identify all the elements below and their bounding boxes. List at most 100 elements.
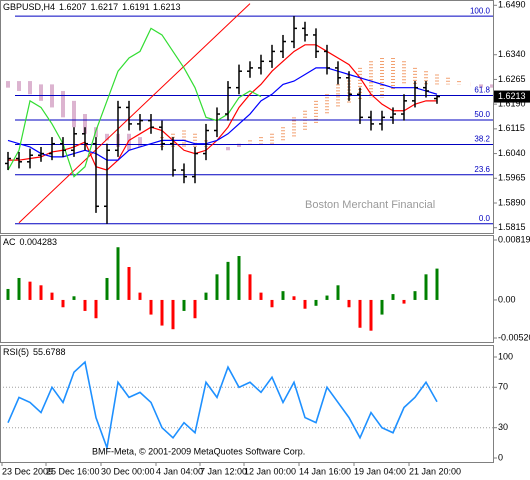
ac-frame [0,235,494,343]
y-tick-label: 100 [498,351,513,361]
ac-bar [369,299,373,331]
ac-bar [435,268,439,300]
x-tick-label: 7 Jan 12:00 [200,466,247,476]
rsi-frame [0,345,494,463]
ac-bar [149,299,153,315]
y-tick-label: 1.5815 [498,222,526,232]
ac-bar [94,299,98,319]
y-tick-label: 0.00 [498,294,516,304]
ac-bar [402,299,406,304]
ac-bar [303,299,307,309]
y-tick-label: 70 [498,382,508,392]
rsi-header: RSI(5) 55.6788 [3,347,66,357]
symbol: GBPUSD,H4 [3,2,55,12]
fibo-label: 38.2 [474,135,490,144]
header-high: 1.6217 [91,2,119,12]
ac-bar [380,299,384,315]
fibo-label: 50.0 [474,110,490,119]
y-tick-label: 1.6115 [498,123,525,133]
ac-bar [314,299,318,306]
y-tick-label: 1.6490 [498,0,526,10]
rsi-current: 55.6788 [33,347,66,357]
fibo-label: 0.0 [479,214,491,223]
y-tick-label: 30 [498,422,508,432]
ac-bar [50,292,54,300]
indicator-line [7,27,262,178]
fibo-label: 61.8 [474,86,490,95]
ac-bar [105,277,109,300]
ac-bar [193,299,197,319]
trend-line [18,3,251,224]
header-open: 1.6207 [59,2,87,12]
y-tick-label: 1.6265 [498,74,526,84]
ac-bar [127,267,131,300]
ac-bar [226,261,230,300]
rsi-panel [0,360,493,452]
y-tick-label: 1.6040 [498,148,526,158]
x-tick-label: 23 Dec 2009 [2,466,53,476]
header-close: 1.6213 [153,2,181,12]
current-price: 1.6213 [498,91,526,101]
y-tick-label: 0.00819 [498,234,530,244]
price-header: GBPUSD,H4 1.6207 1.6217 1.6191 1.6213 [3,2,180,12]
ac-bar [6,288,10,300]
y-tick-label: 1.6190 [498,99,526,109]
ac-bar [358,299,362,328]
ac-title: AC [3,237,16,247]
ac-bar [171,299,175,330]
x-tick-label: 25 Dec 16:00 [46,466,100,476]
ac-header: AC 0.004283 [3,237,57,247]
ac-current: 0.004283 [20,237,58,247]
y-tick-label: 1.6340 [498,49,526,59]
ac-bar [413,291,417,300]
ac-bar [281,291,285,300]
y-tick-label: 0 [498,452,503,462]
x-tick-label: 12 Jan 00:00 [244,466,296,476]
ac-bar [347,299,351,308]
fibo-label: 100.0 [470,6,491,15]
ac-bar [116,247,120,300]
y-tick-label: 1.5890 [498,197,526,207]
current-price-box [494,90,530,103]
ac-bar [83,299,87,311]
ac-bar [391,294,395,300]
copyright: BMF-Meta, © 2001-2009 MetaQuotes Softwar… [92,446,305,456]
ac-panel [6,247,439,331]
x-tick-label: 4 Jan 04:00 [156,466,203,476]
y-tick-label: 1.5965 [498,173,526,183]
ac-bar [325,295,329,300]
ac-bar [182,299,186,311]
x-tick-label: 14 Jan 16:00 [299,466,351,476]
indicator-line [8,44,437,171]
ac-bar [248,274,252,300]
fibo-label: 23.6 [474,165,490,174]
ac-bar [424,274,428,300]
ac-bar [215,274,219,300]
ac-bar [28,281,32,300]
ac-bar [39,285,43,300]
ac-bar [237,256,241,300]
ac-bar [160,299,164,326]
ac-bar [138,292,142,300]
price-panel: 100.0 61.8 50.0 38.2 23.6 0.0 [5,3,493,225]
price-frame [0,0,494,234]
ac-bar [336,285,340,300]
ac-bar [17,277,21,300]
ac-bar [204,292,208,300]
x-tick-label: 19 Jan 04:00 [354,466,406,476]
y-tick-label: -0.00520 [498,332,530,342]
rsi-line [7,360,438,452]
ac-bar [72,296,76,300]
x-tick-label: 30 Dec 00:00 [101,466,155,476]
rsi-title: RSI(5) [3,347,29,357]
ac-bar [292,296,296,300]
ac-bar [259,292,263,300]
ac-bar [61,299,65,308]
ac-bar [270,299,274,308]
watermark: Boston Merchant Financial [305,199,435,211]
x-tick-label: 21 Jan 20:00 [409,466,461,476]
header-low: 1.6191 [122,2,150,12]
indicator-line [7,67,438,161]
